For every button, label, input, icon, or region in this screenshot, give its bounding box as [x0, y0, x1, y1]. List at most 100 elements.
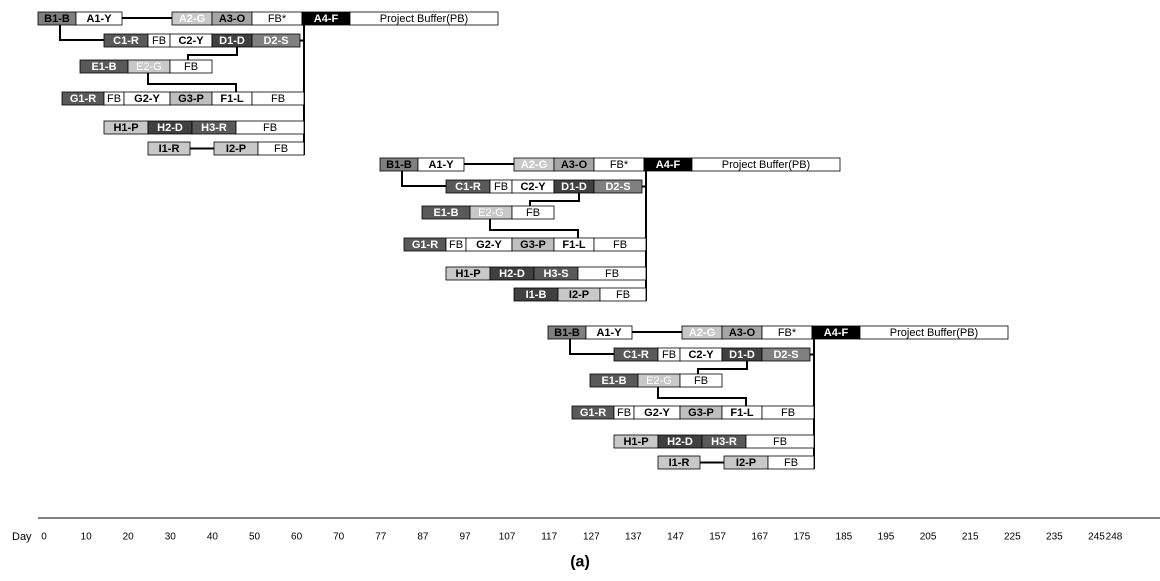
task-label: FB [617, 407, 631, 419]
axis-tick-label: 157 [709, 532, 726, 543]
task-label: G3-P [688, 407, 714, 419]
task-label: A4-F [824, 327, 849, 339]
schedule: B1-B A1-Y A2-G A3-O FB* A4-F Project Buffer(PB… [37, 11, 499, 156]
task-label: G1-R [580, 407, 606, 419]
task-box [257, 141, 305, 156]
task-label: FB [526, 207, 540, 219]
axis-tick-label: 70 [333, 532, 345, 543]
task-label: B1-B [44, 13, 70, 25]
axis-tick-label: 40 [207, 532, 219, 543]
task-label: E1-B [91, 61, 116, 73]
task-label: D1-D [219, 35, 245, 47]
task-label: G1-R [70, 93, 96, 105]
caption: (a) [570, 554, 590, 571]
task-label: FB [107, 93, 121, 105]
dependency-line [147, 73, 237, 92]
task-label: D2-S [263, 35, 288, 47]
task-label: D1-D [561, 181, 587, 193]
axis-tick-label: 30 [165, 532, 177, 543]
task-label: I2-P [569, 289, 589, 301]
axis-tick-label: 147 [667, 532, 684, 543]
axis-tick-label: 10 [81, 532, 93, 543]
task-label: I1-R [159, 143, 180, 155]
dependency-line [697, 361, 748, 374]
task-label: D1-D [729, 349, 755, 361]
task-label: A3-O [729, 327, 756, 339]
dependency-line [529, 193, 580, 206]
task-label: A2-G [179, 13, 205, 25]
task-label: FB* [610, 159, 629, 171]
task-box [251, 91, 305, 106]
schedule: B1-B A1-Y A2-G A3-O FB* A4-F Project Buffer(PB… [379, 157, 841, 302]
task-label: H2-D [157, 122, 183, 134]
task-label: FB [781, 407, 795, 419]
task-label: A4-F [656, 159, 681, 171]
task-box [761, 405, 815, 420]
task-label: FB [662, 349, 676, 361]
task-label: Project Buffer(PB) [380, 13, 468, 25]
task-label: G3-P [520, 239, 546, 251]
task-label: FB [152, 35, 166, 47]
task-box [251, 33, 301, 48]
task-label: G2-Y [134, 93, 160, 105]
axis-tick-label: 87 [417, 532, 429, 543]
axis-tick-label: 60 [291, 532, 303, 543]
dependency-line [489, 219, 579, 238]
task-label: H2-D [499, 268, 525, 280]
task-label: I2-P [226, 143, 246, 155]
task-label: C2-Y [520, 181, 546, 193]
task-label: F1-L [562, 239, 586, 251]
task-box [593, 237, 647, 252]
task-label: E2-G [136, 61, 162, 73]
task-box [75, 11, 123, 26]
task-label: H3-R [711, 436, 737, 448]
task-box [349, 11, 499, 26]
axis-tick-label: 225 [1004, 532, 1021, 543]
task-box [745, 434, 815, 449]
task-label: E1-B [601, 375, 626, 387]
task-label: D2-S [605, 181, 630, 193]
task-label: A1-Y [596, 327, 622, 339]
task-label: A2-G [689, 327, 715, 339]
task-label: G3-P [178, 93, 204, 105]
task-label: H1-P [113, 122, 138, 134]
axis-tick-label: 248 [1106, 532, 1123, 543]
task-label: I1-R [669, 457, 690, 469]
task-label: FB [449, 239, 463, 251]
axis-tick-label: 185 [836, 532, 853, 543]
task-label: FB [184, 61, 198, 73]
task-label: H2-D [667, 436, 693, 448]
task-label: E2-G [478, 207, 504, 219]
task-box [859, 325, 1009, 340]
task-label: A4-F [314, 13, 339, 25]
task-label: FB [694, 375, 708, 387]
task-label: FB [274, 143, 288, 155]
dependency-line [187, 47, 238, 60]
dependency-line [569, 338, 614, 355]
task-box [761, 347, 811, 362]
task-label: E2-G [646, 375, 672, 387]
task-label: I1-B [526, 289, 547, 301]
task-box [577, 266, 647, 281]
axis-tick-label: 117 [541, 532, 557, 543]
axis-tick-label: 77 [375, 532, 387, 543]
task-box [767, 455, 815, 470]
task-label: G2-Y [644, 407, 670, 419]
task-label: F1-L [220, 93, 244, 105]
axis-tick-label: 205 [920, 532, 937, 543]
task-label: A2-G [521, 159, 547, 171]
task-label: A3-O [561, 159, 588, 171]
task-box [511, 205, 555, 220]
task-label: H1-P [455, 268, 480, 280]
task-label: FB [494, 181, 508, 193]
task-box [585, 325, 633, 340]
task-label: C1-R [113, 35, 139, 47]
task-label: FB [605, 268, 619, 280]
task-box [599, 287, 647, 302]
dependency-line [657, 387, 747, 406]
task-box [691, 157, 841, 172]
axis-tick-label: 20 [123, 532, 135, 543]
task-label: A1-Y [428, 159, 454, 171]
task-label: A1-Y [86, 13, 112, 25]
